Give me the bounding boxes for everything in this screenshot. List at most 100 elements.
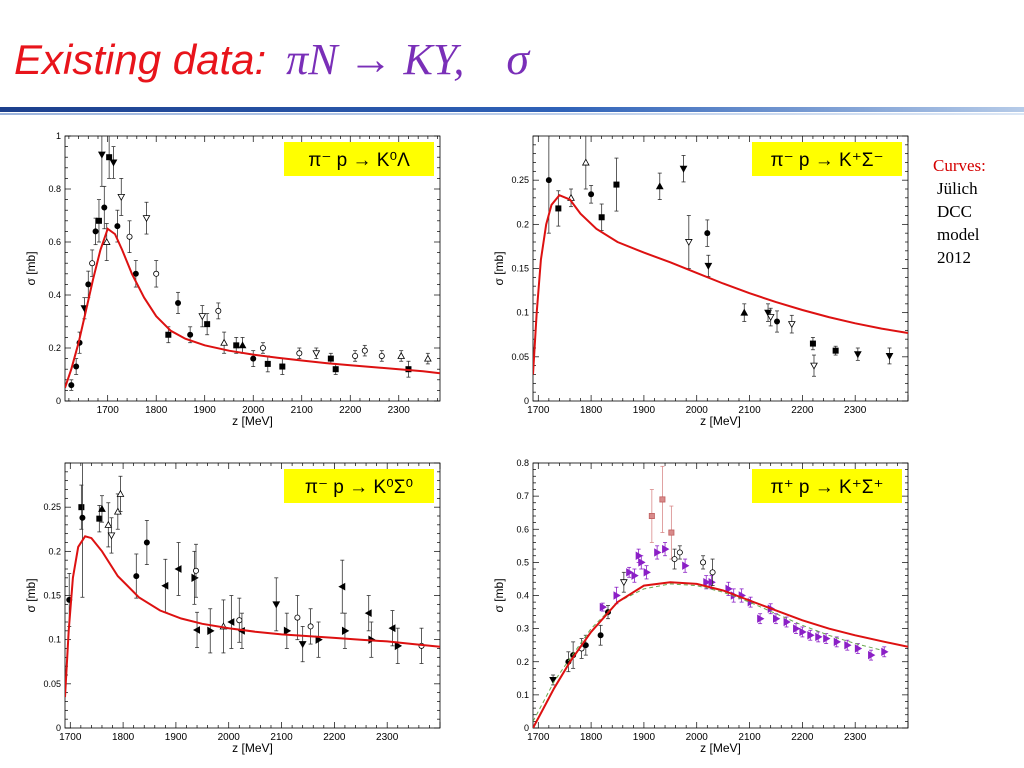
data-point — [174, 565, 182, 573]
legend-reaction: π⁻ p → K⁰Λ — [308, 150, 410, 171]
curves-line-1: Jülich — [937, 179, 978, 198]
data-point — [327, 355, 334, 362]
title-divider — [0, 107, 1024, 112]
data-point — [397, 351, 406, 359]
x-tick-label: 1900 — [194, 405, 217, 416]
chart-k0-sigma0: 1700 1800 1900 2000 2100 2200 2300 0 0.05 0.1 0.15… — [24, 462, 441, 755]
model-curve — [65, 227, 440, 389]
y-tick-label: 0.2 — [516, 219, 529, 229]
data-point — [236, 617, 243, 624]
data-point — [294, 614, 301, 621]
data-point — [193, 626, 201, 634]
x-tick-label: 1800 — [580, 405, 603, 416]
data-point — [364, 609, 372, 618]
data-point — [854, 644, 863, 653]
x-tick-label: 2000 — [242, 405, 265, 416]
data-point — [161, 581, 169, 590]
data-point — [92, 228, 99, 235]
data-point — [631, 571, 639, 580]
plot-area — [65, 463, 440, 698]
title-reaction: πN → KY, — [286, 35, 465, 84]
y-tick-label: 0.1 — [516, 308, 529, 318]
legend-reaction: π⁻ p → K⁺Σ⁻ — [770, 150, 883, 171]
data-point — [250, 355, 257, 362]
data-point — [116, 489, 125, 497]
data-point — [96, 515, 103, 522]
data-point — [764, 309, 772, 317]
plot-area — [533, 136, 908, 377]
data-point — [423, 354, 432, 362]
data-point — [142, 215, 151, 223]
data-point — [671, 556, 678, 563]
data-point — [793, 624, 801, 633]
legend-box — [284, 142, 434, 176]
data-point — [238, 341, 247, 349]
data-point — [766, 314, 775, 322]
x-tick-label: 2200 — [323, 732, 346, 743]
data-point — [832, 347, 839, 354]
model-curve — [533, 193, 908, 375]
x-tick-label: 2300 — [388, 405, 411, 416]
data-point — [725, 584, 733, 594]
data-point — [187, 331, 194, 338]
data-point — [98, 504, 106, 512]
x-tick-label: 2300 — [844, 405, 867, 416]
data-point — [676, 549, 683, 556]
data-point — [799, 627, 807, 637]
x-tick-label: 2300 — [376, 732, 399, 743]
data-point — [700, 559, 707, 566]
data-point — [783, 617, 791, 627]
x-axis-label: z [MeV] — [700, 414, 741, 428]
y-tick-label: 0.4 — [48, 290, 61, 300]
data-point — [85, 281, 92, 288]
data-point — [312, 350, 321, 358]
y-axis-label: σ [mb] — [24, 251, 38, 285]
data-point — [853, 351, 862, 359]
data-point — [259, 344, 266, 351]
data-point — [175, 299, 182, 306]
data-point — [582, 642, 589, 649]
y-tick-label: 0.5 — [516, 557, 529, 567]
data-point — [272, 601, 281, 609]
data-point — [597, 632, 604, 639]
data-point — [555, 205, 562, 212]
data-point — [581, 158, 590, 166]
data-point — [133, 573, 140, 580]
data-point — [774, 318, 781, 325]
y-tick-label: 0.15 — [43, 591, 61, 601]
data-point — [815, 632, 823, 642]
data-point — [668, 529, 675, 536]
x-tick-label: 2000 — [686, 405, 709, 416]
data-point — [810, 362, 818, 370]
data-point — [703, 578, 711, 587]
curves-line-2: DCC — [937, 202, 972, 221]
data-point — [341, 626, 350, 636]
data-point — [106, 154, 113, 161]
data-point — [613, 181, 620, 188]
x-tick-label: 1900 — [633, 405, 656, 416]
data-point — [192, 567, 199, 574]
x-tick-label: 1800 — [112, 732, 135, 743]
curves-note: Curves: Jülich DCC model 2012 — [933, 154, 986, 269]
data-point — [143, 539, 150, 546]
chart-kplus-sigma-plus: 1700 1800 1900 2000 2100 2200 2300 0 0.1 0.2 0.3 0.… — [492, 458, 909, 755]
x-axis-label: z [MeV] — [700, 741, 741, 755]
x-tick-label: 2000 — [218, 732, 241, 743]
y-tick-label: 0.1 — [516, 690, 529, 700]
plot-frame — [532, 462, 909, 729]
plot-frame — [64, 462, 441, 729]
data-point — [361, 347, 368, 354]
y-tick-label: 0 — [56, 396, 61, 406]
data-point — [823, 634, 831, 643]
data-point — [709, 569, 716, 576]
data-point — [117, 193, 126, 201]
y-tick-label: 0.6 — [48, 237, 61, 247]
data-point — [654, 548, 662, 557]
data-point — [153, 270, 160, 277]
data-point — [215, 307, 222, 314]
data-point — [704, 262, 713, 270]
data-point — [638, 558, 646, 567]
data-point — [79, 514, 86, 521]
data-point — [626, 568, 634, 577]
title-divider-shadow — [0, 113, 1024, 115]
